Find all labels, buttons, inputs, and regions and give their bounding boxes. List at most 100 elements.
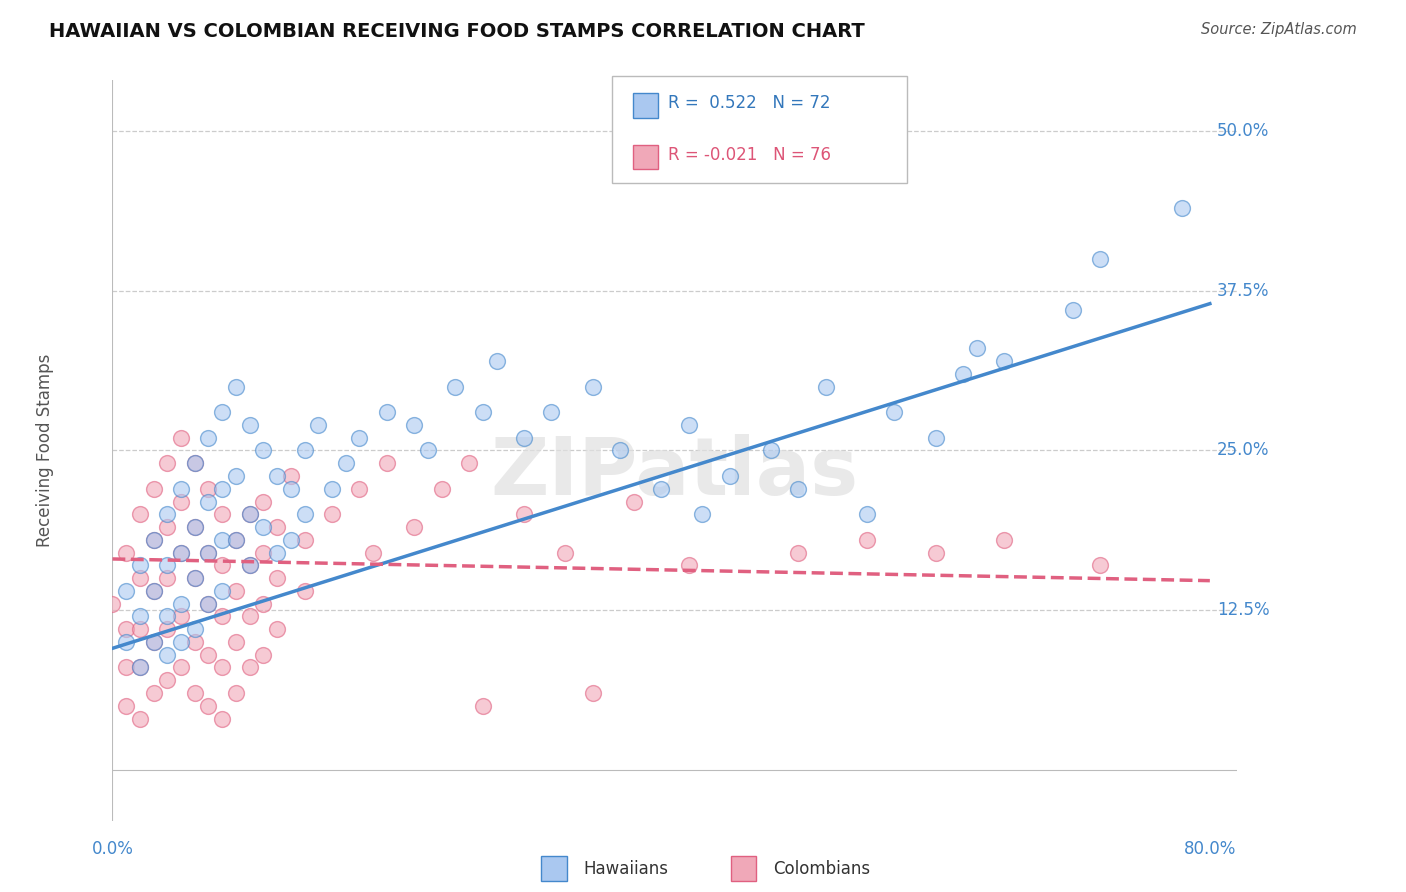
- Point: [321, 482, 343, 496]
- Point: [170, 545, 193, 559]
- Point: [142, 533, 165, 547]
- Point: [513, 431, 536, 445]
- Point: [759, 443, 782, 458]
- Point: [952, 367, 974, 381]
- Point: [856, 533, 879, 547]
- Point: [197, 431, 219, 445]
- Point: [692, 508, 714, 522]
- Point: [115, 545, 138, 559]
- Point: [375, 456, 398, 470]
- Point: [485, 354, 508, 368]
- Text: R =  0.522   N = 72: R = 0.522 N = 72: [668, 95, 831, 112]
- Point: [581, 379, 603, 393]
- Point: [115, 622, 138, 636]
- Point: [294, 533, 316, 547]
- Point: [416, 443, 439, 458]
- Text: 80.0%: 80.0%: [1184, 839, 1236, 858]
- Point: [211, 712, 233, 726]
- Point: [170, 431, 193, 445]
- Point: [239, 660, 262, 674]
- Point: [375, 405, 398, 419]
- Text: R = -0.021   N = 76: R = -0.021 N = 76: [668, 146, 831, 164]
- Point: [184, 456, 207, 470]
- Point: [294, 583, 316, 598]
- Point: [142, 583, 165, 598]
- Point: [184, 520, 207, 534]
- Point: [184, 622, 207, 636]
- Point: [266, 545, 288, 559]
- Point: [225, 379, 247, 393]
- Point: [239, 508, 262, 522]
- Point: [142, 583, 165, 598]
- Point: [115, 660, 138, 674]
- Point: [129, 609, 152, 624]
- Point: [156, 508, 179, 522]
- Point: [581, 686, 603, 700]
- Point: [814, 379, 837, 393]
- Point: [184, 520, 207, 534]
- Point: [129, 660, 152, 674]
- Point: [252, 597, 274, 611]
- Point: [239, 558, 262, 573]
- Text: 12.5%: 12.5%: [1216, 601, 1270, 619]
- Point: [924, 545, 946, 559]
- Text: 37.5%: 37.5%: [1216, 282, 1270, 300]
- Point: [211, 609, 233, 624]
- Point: [170, 545, 193, 559]
- Point: [197, 648, 219, 662]
- Point: [225, 533, 247, 547]
- Point: [211, 558, 233, 573]
- Point: [266, 469, 288, 483]
- Point: [156, 558, 179, 573]
- Point: [170, 660, 193, 674]
- Text: 50.0%: 50.0%: [1216, 122, 1270, 140]
- Point: [197, 545, 219, 559]
- Point: [142, 635, 165, 649]
- Point: [294, 508, 316, 522]
- Point: [787, 482, 810, 496]
- Point: [883, 405, 905, 419]
- Point: [609, 443, 631, 458]
- Point: [115, 698, 138, 713]
- Text: Colombians: Colombians: [773, 860, 870, 878]
- Point: [225, 469, 247, 483]
- Point: [197, 698, 219, 713]
- Point: [280, 482, 302, 496]
- Point: [142, 482, 165, 496]
- Point: [1062, 303, 1084, 318]
- Point: [307, 417, 329, 432]
- Point: [211, 405, 233, 419]
- Point: [349, 431, 371, 445]
- Point: [252, 648, 274, 662]
- Point: [252, 545, 274, 559]
- Point: [513, 508, 536, 522]
- Point: [266, 571, 288, 585]
- Point: [211, 533, 233, 547]
- Text: Source: ZipAtlas.com: Source: ZipAtlas.com: [1201, 22, 1357, 37]
- Point: [1171, 201, 1194, 215]
- Point: [129, 558, 152, 573]
- Point: [170, 494, 193, 508]
- Point: [266, 622, 288, 636]
- Point: [349, 482, 371, 496]
- Point: [129, 712, 152, 726]
- Point: [142, 533, 165, 547]
- Point: [225, 686, 247, 700]
- Point: [184, 571, 207, 585]
- Point: [623, 494, 645, 508]
- Point: [129, 571, 152, 585]
- Point: [1088, 252, 1111, 266]
- Point: [404, 417, 426, 432]
- Point: [225, 533, 247, 547]
- Point: [252, 494, 274, 508]
- Text: Receiving Food Stamps: Receiving Food Stamps: [37, 354, 53, 547]
- Point: [115, 635, 138, 649]
- Point: [156, 571, 179, 585]
- Point: [197, 494, 219, 508]
- Point: [280, 533, 302, 547]
- Point: [170, 482, 193, 496]
- Point: [321, 508, 343, 522]
- Point: [184, 456, 207, 470]
- Point: [252, 520, 274, 534]
- Point: [239, 609, 262, 624]
